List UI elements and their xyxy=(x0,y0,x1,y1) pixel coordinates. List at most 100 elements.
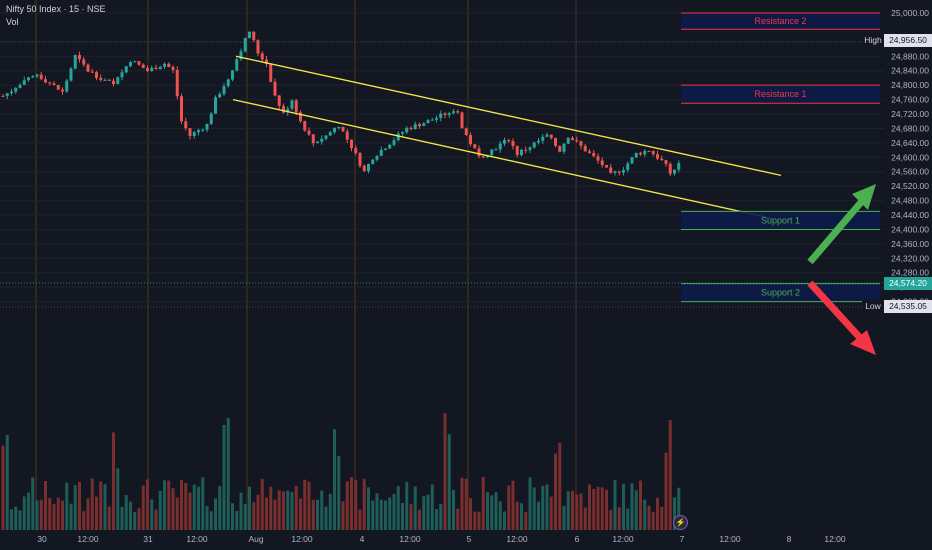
price-tick-label: 24,760.00 xyxy=(891,95,929,105)
candle-body xyxy=(384,148,387,150)
volume-bar xyxy=(443,413,447,530)
candle-body xyxy=(307,130,311,135)
volume-bar xyxy=(112,432,115,530)
candle-body xyxy=(532,142,536,148)
candle-body xyxy=(69,68,73,81)
volume-bar xyxy=(5,434,9,530)
candle-body xyxy=(541,136,545,141)
volume-bar xyxy=(341,501,345,530)
time-tick-label: 4 xyxy=(360,534,365,544)
candle-body xyxy=(286,108,290,113)
volume-bar xyxy=(248,486,251,530)
candle-body xyxy=(95,72,98,79)
volume-bar xyxy=(303,479,307,530)
volume-bar xyxy=(409,504,413,530)
candle-body xyxy=(27,77,30,81)
volume-bar xyxy=(456,508,460,530)
candle-body xyxy=(626,163,630,171)
candle-body xyxy=(524,149,528,151)
volume-bar xyxy=(124,494,128,530)
candle-body xyxy=(146,68,149,71)
candle-body xyxy=(273,81,277,96)
volume-bar xyxy=(1,445,5,530)
candle-body xyxy=(197,130,200,133)
volume-bar xyxy=(447,434,451,530)
candle-body xyxy=(112,80,115,85)
price-tick-label: 24,880.00 xyxy=(891,51,929,61)
candle-body xyxy=(656,154,659,159)
candle-body xyxy=(201,129,205,131)
candle-body xyxy=(316,141,319,144)
candle-body xyxy=(388,144,392,149)
volume-bar xyxy=(460,477,464,530)
zone-label: Resistance 1 xyxy=(754,89,806,99)
zone-fill xyxy=(681,85,880,104)
candle-body xyxy=(647,151,651,153)
zone-resistance-2: Resistance 2 xyxy=(681,12,880,30)
candle-body xyxy=(592,153,596,157)
volume-bar xyxy=(311,499,315,530)
candle-body xyxy=(299,112,302,122)
volume-bar xyxy=(596,486,600,530)
channel-lower-line xyxy=(232,98,774,220)
volume-bar xyxy=(622,483,625,530)
volume-bar xyxy=(154,509,158,530)
candle-body xyxy=(243,38,247,52)
volume-bar xyxy=(99,481,103,530)
candle-body xyxy=(643,151,647,155)
volume-bar xyxy=(158,490,162,530)
volume-bar xyxy=(282,491,285,530)
volume-bar xyxy=(592,488,596,530)
price-tick-label: 24,520.00 xyxy=(891,181,929,191)
candle-body xyxy=(413,124,417,129)
volume-bar xyxy=(388,497,392,530)
time-tick-label: 12:00 xyxy=(77,534,99,544)
volume-bar xyxy=(617,507,621,530)
candle-body xyxy=(48,82,52,84)
volume-bar xyxy=(532,487,536,530)
volume-bar xyxy=(10,509,13,530)
volume-bar xyxy=(103,484,107,530)
volume-bar xyxy=(647,505,651,530)
volume-bar xyxy=(541,485,545,530)
candle-body xyxy=(554,137,557,146)
price-tick-label: 24,640.00 xyxy=(891,138,929,148)
volume-bar xyxy=(494,492,498,530)
volume-bar xyxy=(286,490,290,530)
volume-bar xyxy=(345,481,349,530)
volume-bar xyxy=(639,480,642,530)
volume-bar xyxy=(146,479,149,530)
volume-bar xyxy=(294,485,298,530)
candle-body xyxy=(124,66,128,73)
volume-bar xyxy=(324,506,328,530)
candle-body xyxy=(167,63,171,67)
arrow-head xyxy=(852,184,876,210)
high-value-tag: 24,956.50 xyxy=(884,34,932,47)
volume-bar xyxy=(197,486,200,530)
volume-bar xyxy=(605,489,608,530)
lightning-icon[interactable]: ⚡ xyxy=(673,515,688,530)
volume-bar xyxy=(163,480,166,530)
volume-bar xyxy=(120,506,124,530)
low-value-tag: 24,535.05 xyxy=(884,300,932,313)
volume-bar xyxy=(350,477,353,530)
candle-body xyxy=(141,64,145,69)
time-tick-label: 12:00 xyxy=(612,534,634,544)
candle-body xyxy=(520,149,523,156)
candle-body xyxy=(443,113,447,116)
time-tick-label: 31 xyxy=(143,534,153,544)
candle-body xyxy=(86,64,90,72)
candle-body xyxy=(107,79,111,81)
volume-bar xyxy=(78,481,81,530)
volume-bar xyxy=(392,493,396,530)
volume-bar xyxy=(290,492,294,530)
volume-bar xyxy=(651,511,655,530)
candle-body xyxy=(116,77,120,85)
volume-bar xyxy=(214,498,217,530)
time-tick-label: 5 xyxy=(467,534,472,544)
volume-bar xyxy=(422,496,426,530)
volume-bar xyxy=(27,492,30,530)
volume-bar xyxy=(473,511,477,530)
time-tick-label: 12:00 xyxy=(719,534,741,544)
